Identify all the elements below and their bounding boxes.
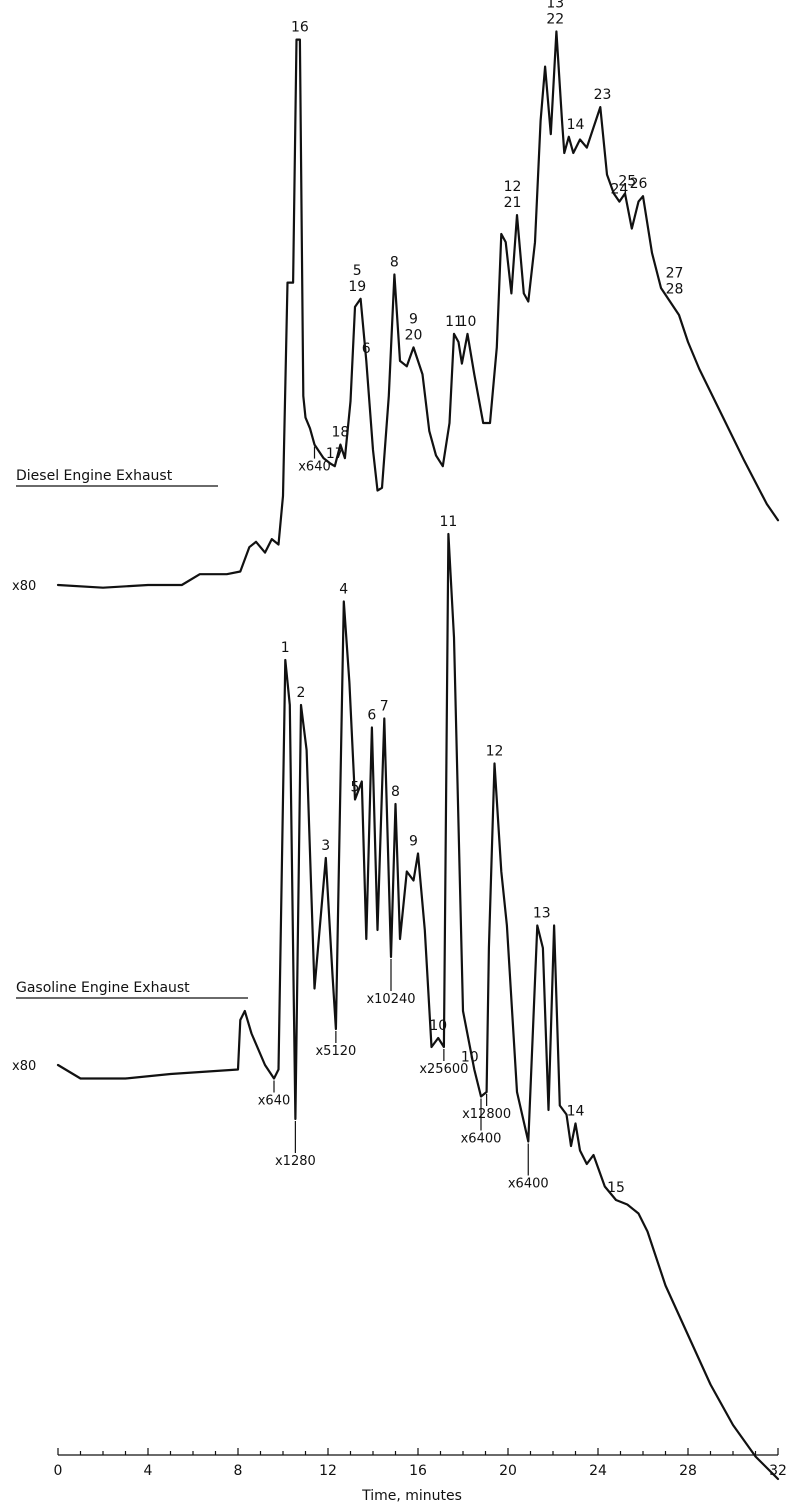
peak-label-diesel-21: 21	[504, 195, 522, 211]
x-tick-label-4: 4	[144, 1463, 153, 1479]
attenuation-label-diesel-x640: x640	[298, 460, 331, 475]
x-axis-title: Time, minutes	[361, 1488, 462, 1504]
x-tick-label-12: 12	[319, 1463, 337, 1479]
peak-label-diesel-9: 9	[409, 311, 418, 327]
peak-label-diesel-13: 13	[546, 0, 564, 12]
attenuation-label-gasoline-x6400: x6400	[461, 1132, 502, 1147]
peak-label-diesel-6: 6	[362, 341, 371, 357]
peak-label-gasoline-5: 5	[351, 780, 360, 796]
peak-label-diesel-8: 8	[390, 255, 399, 271]
peak-label-gasoline-10: 10	[429, 1018, 447, 1034]
peak-label-gasoline-12: 12	[486, 744, 504, 760]
attenuation-label-gasoline-x25600: x25600	[419, 1062, 468, 1077]
peak-label-diesel-11: 11	[445, 314, 463, 330]
labels-layer: x801617185196892011101221132214232425262…	[12, 0, 683, 1196]
series-name-diesel: Diesel Engine Exhaust	[16, 468, 173, 484]
trace-diesel	[56, 30, 780, 589]
peak-label-diesel-19: 19	[348, 279, 366, 295]
peak-label-diesel-25: 25	[618, 174, 636, 190]
x-tick-label-28: 28	[679, 1463, 697, 1479]
peak-label-gasoline-11: 11	[439, 514, 457, 530]
peak-label-diesel-5: 5	[353, 263, 362, 279]
peak-label-gasoline-1: 1	[281, 640, 290, 656]
peak-label-diesel-14: 14	[567, 117, 585, 133]
peak-label-diesel-10: 10	[459, 314, 477, 330]
attenuation-label-gasoline-x5120: x5120	[315, 1044, 356, 1059]
baseline-label-gasoline: x80	[12, 1059, 36, 1074]
peak-label-diesel-12: 12	[504, 179, 522, 195]
peak-label-diesel-24: 24	[610, 182, 628, 198]
baseline-label-diesel: x80	[12, 579, 36, 594]
x-tick-label-24: 24	[589, 1463, 607, 1479]
series-name-gasoline: Gasoline Engine Exhaust	[16, 980, 190, 996]
x-tick-label-32: 32	[769, 1463, 787, 1479]
peak-label-gasoline-8: 8	[391, 784, 400, 800]
attenuation-label-gasoline-x6400: x6400	[508, 1177, 549, 1192]
x-tick-label-8: 8	[234, 1463, 243, 1479]
peak-label-gasoline-14: 14	[567, 1104, 585, 1120]
peak-label-diesel-26: 26	[630, 176, 648, 192]
peak-label-gasoline-13: 13	[533, 906, 551, 922]
peak-label-diesel-17: 17	[326, 446, 344, 462]
peak-label-diesel-22: 22	[546, 12, 564, 28]
attenuation-label-gasoline-x12800: x12800	[462, 1107, 511, 1122]
attenuation-label-gasoline-x640: x640	[258, 1094, 291, 1109]
peak-label-diesel-23: 23	[594, 87, 612, 103]
x-tick-label-0: 0	[54, 1463, 63, 1479]
peak-label-gasoline-4: 4	[339, 582, 348, 598]
x-tick-label-16: 16	[409, 1463, 427, 1479]
peak-label-gasoline-6: 6	[367, 708, 376, 724]
peak-label-gasoline-3: 3	[321, 838, 330, 854]
peak-label-gasoline-7: 7	[380, 699, 389, 715]
trace-gasoline	[56, 532, 780, 1481]
peak-label-gasoline-2: 2	[297, 685, 306, 701]
peak-label-diesel-18: 18	[331, 425, 349, 441]
peak-label-diesel-16: 16	[291, 20, 309, 36]
attenuation-label-gasoline-x10240: x10240	[366, 992, 415, 1007]
x-axis: 0 4 8 12 16 20 24 28 32	[54, 1448, 787, 1479]
peak-label-diesel-20: 20	[405, 327, 423, 343]
peak-label-gasoline-10: 10	[461, 1050, 479, 1066]
peak-label-diesel-27: 27	[666, 266, 684, 282]
x-tick-label-20: 20	[499, 1463, 517, 1479]
peak-label-diesel-28: 28	[666, 282, 684, 298]
attenuation-label-gasoline-x1280: x1280	[275, 1154, 316, 1169]
peak-label-gasoline-9: 9	[409, 834, 418, 850]
traces-layer	[56, 30, 780, 1481]
peak-label-gasoline-15: 15	[607, 1180, 625, 1196]
